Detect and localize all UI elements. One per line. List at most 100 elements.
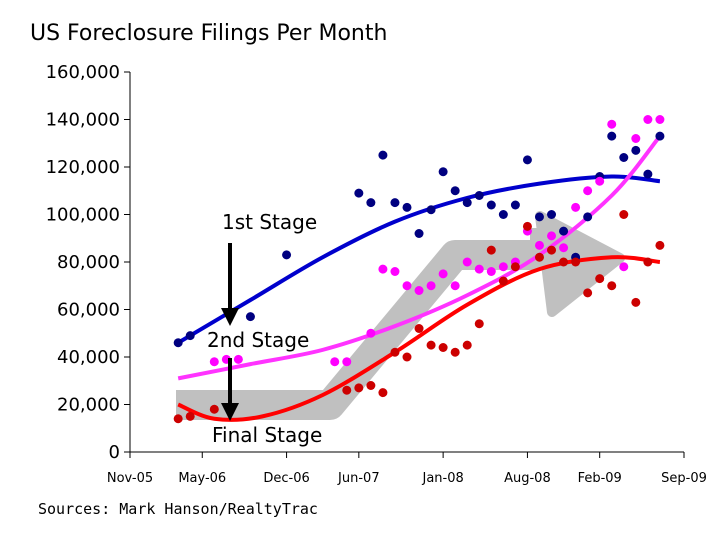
y-tick-label: 120,000 xyxy=(46,157,120,178)
series-a-point xyxy=(390,198,400,208)
series-a-point xyxy=(378,150,388,160)
series-a-point xyxy=(655,131,665,141)
series-c-point xyxy=(185,411,195,421)
series-a-point xyxy=(462,198,472,208)
series-a-point xyxy=(498,210,508,219)
annotation-final-stage: Final Stage xyxy=(212,423,322,447)
series-a-point xyxy=(366,198,376,208)
series-b-point xyxy=(330,357,340,367)
series-c-point xyxy=(378,388,388,398)
plot-axes xyxy=(129,72,684,453)
series-a-point xyxy=(486,200,496,210)
series-b-point xyxy=(498,262,508,272)
y-tick-label: 140,000 xyxy=(46,110,120,131)
series-c-point xyxy=(498,276,508,286)
x-tick-label: Jun-07 xyxy=(337,471,380,486)
y-tick-label: 80,000 xyxy=(57,252,120,273)
chart-title: US Foreclosure Filings Per Month xyxy=(30,21,387,46)
series-a-point xyxy=(510,200,520,210)
series-b-point xyxy=(462,257,472,267)
series-a-point xyxy=(583,212,593,222)
series-c-point xyxy=(547,245,557,255)
series-b-point xyxy=(438,269,448,279)
chart-source: Sources: Mark Hanson/RealtyTrac xyxy=(38,500,318,518)
series-c-point xyxy=(631,297,641,307)
series-b-point xyxy=(559,243,569,253)
series-c-point xyxy=(342,385,352,395)
series-b-point xyxy=(583,186,593,196)
series-a-point xyxy=(354,188,364,198)
series-b-point xyxy=(643,115,653,124)
y-tick-label: 100,000 xyxy=(46,205,120,226)
x-tick-label: Dec-06 xyxy=(263,471,309,486)
series-c-point xyxy=(426,340,436,350)
series-c-point xyxy=(643,257,653,267)
series-b-point xyxy=(474,264,484,274)
y-tick-label: 60,000 xyxy=(57,300,120,321)
x-tick-label: Nov-05 xyxy=(107,471,153,486)
series-a-point xyxy=(173,338,183,348)
series-a-point xyxy=(607,131,617,141)
series-c-point xyxy=(173,414,183,424)
series-b-point xyxy=(233,354,243,364)
series-c-point xyxy=(462,340,472,350)
series-b-point xyxy=(571,202,581,212)
series-c-point xyxy=(486,245,496,255)
series-a-point xyxy=(426,205,436,215)
series-a-point xyxy=(619,153,629,162)
series-b-point xyxy=(378,264,388,274)
series-a-point xyxy=(474,191,484,200)
series-b-point xyxy=(366,328,376,338)
series-c-point xyxy=(510,262,520,272)
series-c-point xyxy=(534,252,544,262)
series-a-point xyxy=(245,312,255,322)
series-c-point xyxy=(583,288,593,298)
series-c-point xyxy=(607,281,617,291)
series-a-point xyxy=(414,229,424,238)
series-b-point xyxy=(414,286,424,295)
series-c-point xyxy=(354,383,364,393)
series-a-point xyxy=(402,202,412,212)
x-tick-label: Jan-08 xyxy=(421,471,463,486)
data-points xyxy=(173,115,665,424)
series-c-point xyxy=(559,257,569,267)
series-b-point xyxy=(342,357,352,367)
stage-arrowhead-1 xyxy=(221,308,239,326)
y-tick-label: 20,000 xyxy=(57,395,120,416)
series-b-point xyxy=(547,231,557,241)
series-c-point xyxy=(450,347,460,357)
series-b-point xyxy=(390,267,400,276)
series-b-point xyxy=(631,134,641,143)
series-a-point xyxy=(631,145,641,155)
y-tick-label: 40,000 xyxy=(57,347,120,368)
stage-arrowhead-2 xyxy=(221,403,239,421)
series-a-point xyxy=(185,331,195,341)
x-tick-label: Sep-09 xyxy=(661,471,707,486)
series-a-point xyxy=(450,186,460,196)
series-c-point xyxy=(366,381,376,390)
y-axis-ticks: 0 20,000 40,000 60,000 80,000 100,000 120,000 1… xyxy=(46,62,130,463)
series-c-point xyxy=(402,352,412,362)
y-tick-label: 160,000 xyxy=(46,62,120,83)
series-a-point xyxy=(282,250,292,260)
series-a-point xyxy=(643,169,653,179)
series-b-point xyxy=(619,262,629,272)
series-a-point xyxy=(534,212,544,222)
x-tick-label: Aug-08 xyxy=(504,471,551,486)
series-b-point xyxy=(426,281,436,291)
series-c-point xyxy=(390,347,400,357)
series-b-point xyxy=(450,281,460,291)
series-a-point xyxy=(559,226,569,236)
series-b-point xyxy=(607,119,617,129)
series-c-point xyxy=(571,257,581,267)
annotation-1st-stage: 1st Stage xyxy=(222,210,317,234)
y-tick-label: 0 xyxy=(109,442,120,463)
series-c-point xyxy=(619,210,629,219)
series-c-point xyxy=(655,240,665,250)
series-b-point xyxy=(595,176,605,186)
series-c-point xyxy=(209,404,219,414)
series-c-point xyxy=(595,274,605,284)
stage-markers xyxy=(221,243,239,421)
series-b-point xyxy=(209,357,219,367)
